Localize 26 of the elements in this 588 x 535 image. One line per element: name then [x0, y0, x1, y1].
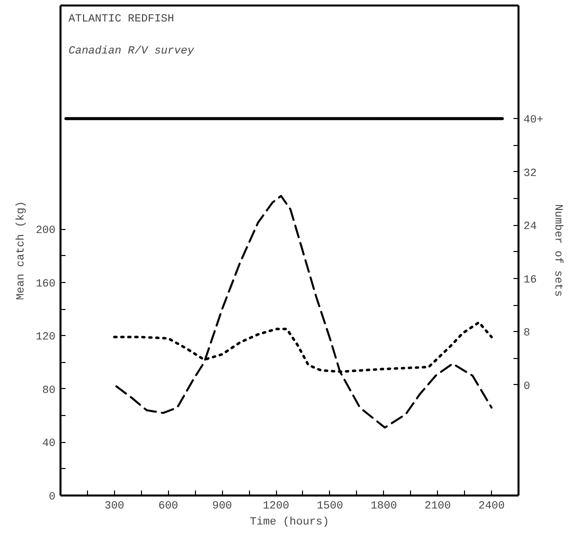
x-tick-label: 2100: [424, 500, 451, 512]
x-axis-title: Time (hours): [250, 516, 330, 528]
y2-tick-label: 32: [524, 168, 537, 180]
text: ATLANTIC REDFISH: [68, 13, 174, 26]
y-tick-label: 0: [48, 492, 56, 504]
y2-axis-title: Number of sets: [551, 204, 564, 297]
x-tick-label: 1800: [370, 500, 397, 512]
x-tick-label: 1500: [316, 500, 344, 512]
x-tick-label: 600: [158, 500, 178, 512]
x-tick-label: 900: [212, 500, 232, 512]
y2-tick-label: 24: [524, 221, 538, 234]
y-tick-label: 160: [36, 278, 56, 290]
x-tick-label: 2400: [478, 500, 505, 512]
y2-tick-label: 40+: [524, 114, 544, 127]
line-series: [115, 194, 493, 429]
y2-tick-label: 0: [524, 380, 530, 393]
x-tick-label: 1200: [262, 500, 290, 512]
y-axis-title: Mean catch (kg): [16, 200, 28, 300]
y-tick-label: 80: [42, 384, 56, 397]
y-tick-label: 200: [36, 225, 56, 238]
y-tick-label: 40: [42, 438, 56, 450]
text: Canadian R/V survey: [68, 45, 194, 58]
y2-tick-label: 16: [524, 274, 537, 286]
x-tick-label: 300: [104, 500, 124, 512]
y-tick-label: 120: [36, 332, 56, 344]
y2-tick-label: 8: [524, 328, 530, 340]
